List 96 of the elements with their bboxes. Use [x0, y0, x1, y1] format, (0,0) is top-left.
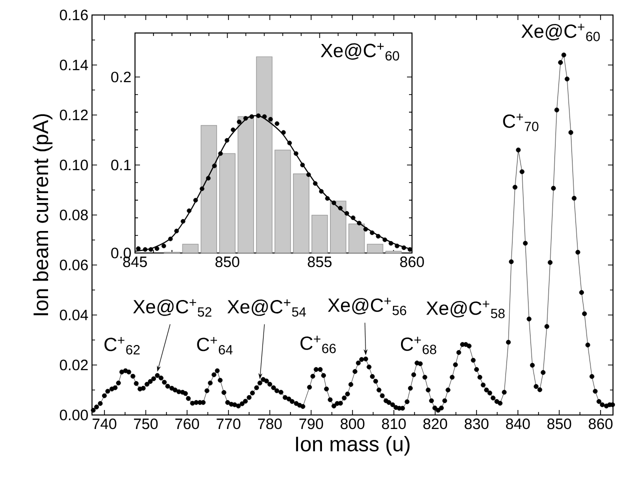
point — [148, 247, 154, 252]
point — [356, 220, 362, 226]
point — [332, 200, 336, 206]
point — [168, 236, 173, 242]
point — [370, 230, 374, 236]
y-tick-label: 0.16 — [60, 10, 88, 20]
point — [162, 244, 166, 248]
x-tick-label: 740 — [92, 418, 116, 430]
bar — [219, 153, 236, 254]
annotation: C$^{+}$62 — [104, 337, 140, 354]
point — [193, 198, 198, 202]
point — [319, 189, 324, 194]
y-tick-label: 0.0 — [111, 248, 131, 258]
annotation: C$^{+}$70 — [503, 114, 538, 132]
point — [212, 164, 217, 168]
point — [262, 114, 267, 119]
point — [325, 196, 330, 201]
bar — [312, 214, 328, 254]
annotation: C$^{+}$66 — [300, 336, 336, 354]
point — [200, 186, 204, 192]
point — [249, 114, 254, 119]
x-tick-label: 800 — [340, 418, 364, 430]
point — [268, 116, 273, 122]
point — [154, 246, 160, 251]
point — [312, 181, 318, 186]
x-tick-label: 780 — [258, 418, 282, 430]
annotation: Xe@C$^{+}$58 — [426, 300, 505, 318]
annotation: Xe@C$^{+}$56 — [328, 298, 406, 316]
bar — [366, 244, 384, 254]
point — [236, 120, 242, 124]
annotation: Xe@C$^{+}$60 — [521, 24, 600, 42]
y-tick-label: 0.08 — [60, 210, 88, 220]
point — [243, 116, 248, 121]
point — [363, 226, 368, 232]
bar — [238, 116, 254, 254]
x-tick-label: 830 — [464, 418, 488, 430]
x-tick-label: 850 — [547, 418, 572, 430]
y-tick-label: 0.10 — [60, 160, 88, 170]
x-tick-label: 790 — [299, 418, 324, 430]
point — [136, 246, 141, 251]
point — [376, 234, 381, 239]
x-tick-label: 860 — [588, 418, 613, 430]
y-axis-title: Ion beam current (pA) — [32, 114, 52, 316]
bar — [274, 150, 291, 254]
x-tick-label: 750 — [134, 418, 158, 430]
x-tick-label: 760 — [175, 418, 200, 430]
point — [218, 151, 223, 156]
bar — [182, 244, 199, 254]
point — [274, 121, 280, 126]
annotation: Xe@C$^{+}$52 — [133, 299, 212, 317]
point — [300, 162, 305, 168]
point — [394, 244, 400, 248]
point — [338, 206, 343, 210]
point — [206, 176, 211, 180]
point — [294, 151, 298, 156]
y-tick-label: 0.2 — [111, 72, 131, 82]
y-tick-label: 0.1 — [111, 160, 131, 170]
point — [382, 238, 388, 242]
y-tick-label: 0.12 — [60, 110, 88, 120]
chart-title: Xe@C$^{+}$60 — [320, 43, 400, 61]
y-tick-label: 0.00 — [60, 410, 88, 420]
x-tick-label: 845 — [123, 256, 147, 268]
bar — [330, 200, 346, 254]
y-tick-label: 0.06 — [60, 260, 88, 270]
point — [287, 140, 292, 146]
bar — [348, 224, 365, 254]
point — [224, 138, 230, 143]
x-tick-label: 810 — [382, 418, 406, 430]
point — [186, 208, 192, 214]
point — [388, 241, 394, 246]
annotation: C$^{+}$64 — [197, 337, 233, 354]
bar — [293, 174, 310, 254]
point — [142, 247, 148, 252]
point — [402, 245, 406, 250]
x-axis-title: Ion mass (u) — [296, 436, 410, 456]
point — [174, 228, 179, 234]
point — [344, 211, 350, 216]
x-tick-label: 860 — [400, 256, 424, 268]
bar — [200, 125, 218, 254]
y-tick-label: 0.14 — [60, 60, 88, 70]
x-tick-label: 770 — [216, 418, 240, 430]
point — [256, 113, 261, 118]
point — [306, 172, 311, 177]
point — [230, 128, 236, 132]
annotation: Xe@C$^{+}$54 — [227, 299, 306, 317]
x-tick-label: 855 — [308, 256, 332, 268]
x-tick-label: 840 — [506, 418, 530, 430]
point — [350, 216, 356, 220]
bar — [256, 56, 272, 254]
y-tick-label: 0.04 — [60, 310, 88, 320]
point — [180, 219, 186, 224]
point — [281, 130, 286, 135]
x-tick-label: 850 — [215, 256, 240, 268]
x-tick-label: 820 — [423, 418, 448, 430]
y-tick-label: 0.02 — [60, 360, 88, 370]
annotation: C$^{+}$68 — [400, 336, 436, 354]
